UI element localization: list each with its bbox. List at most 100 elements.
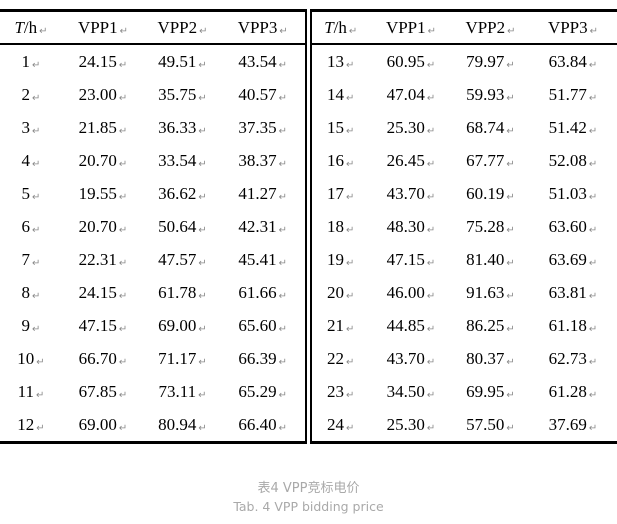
return-mark-icon: ↵ [588,257,598,269]
cell-value: 73.11 [158,381,197,401]
return-mark-icon: ↵ [426,191,436,203]
cell-value: 23.00 [78,84,117,104]
price-cell: 69.00 ↵ [62,408,144,443]
return-mark-icon: ↵ [346,356,355,368]
hour-cell: 17 ↵ [304,177,370,210]
return-mark-icon: ↵ [36,356,45,368]
cell-value: 25.30 [386,117,425,137]
price-cell: 48.30 ↵ [370,210,452,243]
cell-value: 45.41 [238,249,277,269]
return-mark-icon: ↵ [118,125,128,137]
cell-value: 86.25 [466,315,505,335]
return-mark-icon: ↵ [118,323,128,335]
cell-value: 91.63 [466,282,505,302]
price-cell: 51.42 ↵ [529,111,617,144]
price-cell: 57.50 ↵ [452,408,529,443]
price-cell: 73.11 ↵ [144,375,221,408]
return-mark-icon: ↵ [278,59,288,71]
cell-value: 38.37 [238,150,277,170]
return-mark-icon: ↵ [32,323,41,335]
cell-value: 3 [21,117,31,137]
table-row: 3 ↵ 21.85 ↵ 36.33 ↵ 37.35 ↵ 15 ↵ 25.30 ↵ 68.74 ↵ 51.42… [0,111,617,144]
return-mark-icon: ↵ [118,356,128,368]
price-cell: 47.57 ↵ [144,243,221,276]
return-mark-icon: ↵ [118,191,128,203]
return-mark-icon: ↵ [506,191,515,203]
return-mark-icon: ↵ [118,290,128,302]
price-cell: 34.50 ↵ [370,375,452,408]
return-mark-icon: ↵ [348,25,358,37]
cell-value: 5 [21,183,31,203]
return-mark-icon: ↵ [198,389,207,401]
return-mark-icon: ↵ [588,92,598,104]
cell-value: 61.18 [548,315,587,335]
header-cell-vpp1-right: VPP1 ↵ [370,10,452,45]
cell-value: 16 [327,150,345,170]
return-mark-icon: ↵ [278,191,288,203]
return-mark-icon: ↵ [506,290,515,302]
return-mark-icon: ↵ [36,422,45,434]
cell-value: 26.45 [386,150,425,170]
price-cell: 46.00 ↵ [370,276,452,309]
price-cell: 51.77 ↵ [529,78,617,111]
cell-value: 36.33 [158,117,197,137]
cell-value: 61.78 [158,282,197,302]
return-mark-icon: ↵ [507,25,516,37]
price-cell: 63.84 ↵ [529,44,617,78]
return-mark-icon: ↵ [198,59,207,71]
cell-value: 69.00 [158,315,197,335]
price-cell: 66.70 ↵ [62,342,144,375]
return-mark-icon: ↵ [426,92,436,104]
cell-value: 43.70 [386,348,425,368]
cell-value: 20.70 [78,150,117,170]
price-cell: 37.69 ↵ [529,408,617,443]
table-row: 8 ↵ 24.15 ↵ 61.78 ↵ 61.66 ↵ 20 ↵ 46.00 ↵ 91.63 ↵ 63.81… [0,276,617,309]
return-mark-icon: ↵ [118,158,128,170]
return-mark-icon: ↵ [426,422,436,434]
return-mark-icon: ↵ [588,356,598,368]
cell-value: 2 [21,84,31,104]
header-cell-vpp3-left: VPP3 ↵ [221,10,308,45]
price-cell: 43.70 ↵ [370,342,452,375]
return-mark-icon: ↵ [278,422,288,434]
return-mark-icon: ↵ [506,323,515,335]
return-mark-icon: ↵ [426,125,436,137]
price-cell: 63.69 ↵ [529,243,617,276]
price-cell: 43.54 ↵ [221,44,308,78]
hour-cell: 24 ↵ [304,408,370,443]
cell-value: 65.29 [238,381,277,401]
hour-cell: 14 ↵ [304,78,370,111]
table-row: 2 ↵ 23.00 ↵ 35.75 ↵ 40.57 ↵ 14 ↵ 47.04 ↵ 59.93 ↵ 51.77… [0,78,617,111]
price-cell: 61.66 ↵ [221,276,308,309]
hour-cell: 3 ↵ [0,111,62,144]
hour-cell: 1 ↵ [0,44,62,78]
return-mark-icon: ↵ [278,125,288,137]
cell-value: 63.81 [548,282,587,302]
return-mark-icon: ↵ [506,158,515,170]
return-mark-icon: ↵ [346,290,355,302]
cell-value: 47.15 [78,315,117,335]
header-hour-unit: /h [23,17,38,37]
cell-value: 19 [327,249,345,269]
cell-value: 47.04 [386,84,425,104]
cell-value: 60.95 [386,51,425,71]
price-cell: 36.62 ↵ [144,177,221,210]
cell-value: 20 [327,282,345,302]
cell-value: 79.97 [466,51,505,71]
cell-value: 20.70 [78,216,117,236]
price-cell: 61.28 ↵ [529,375,617,408]
return-mark-icon: ↵ [346,224,355,236]
table-row: 5 ↵ 19.55 ↵ 36.62 ↵ 41.27 ↵ 17 ↵ 43.70 ↵ 60.19 ↵ 51.03… [0,177,617,210]
price-cell: 19.55 ↵ [62,177,144,210]
return-mark-icon: ↵ [346,125,355,137]
return-mark-icon: ↵ [506,59,515,71]
cell-value: 43.54 [238,51,277,71]
hour-cell: 10 ↵ [0,342,62,375]
header-cell-vpp2-left: VPP2 ↵ [144,10,221,45]
return-mark-icon: ↵ [198,323,207,335]
cell-value: 1 [21,51,31,71]
price-cell: 71.17 ↵ [144,342,221,375]
return-mark-icon: ↵ [426,323,436,335]
cell-value: 41.27 [238,183,277,203]
return-mark-icon: ↵ [588,224,598,236]
